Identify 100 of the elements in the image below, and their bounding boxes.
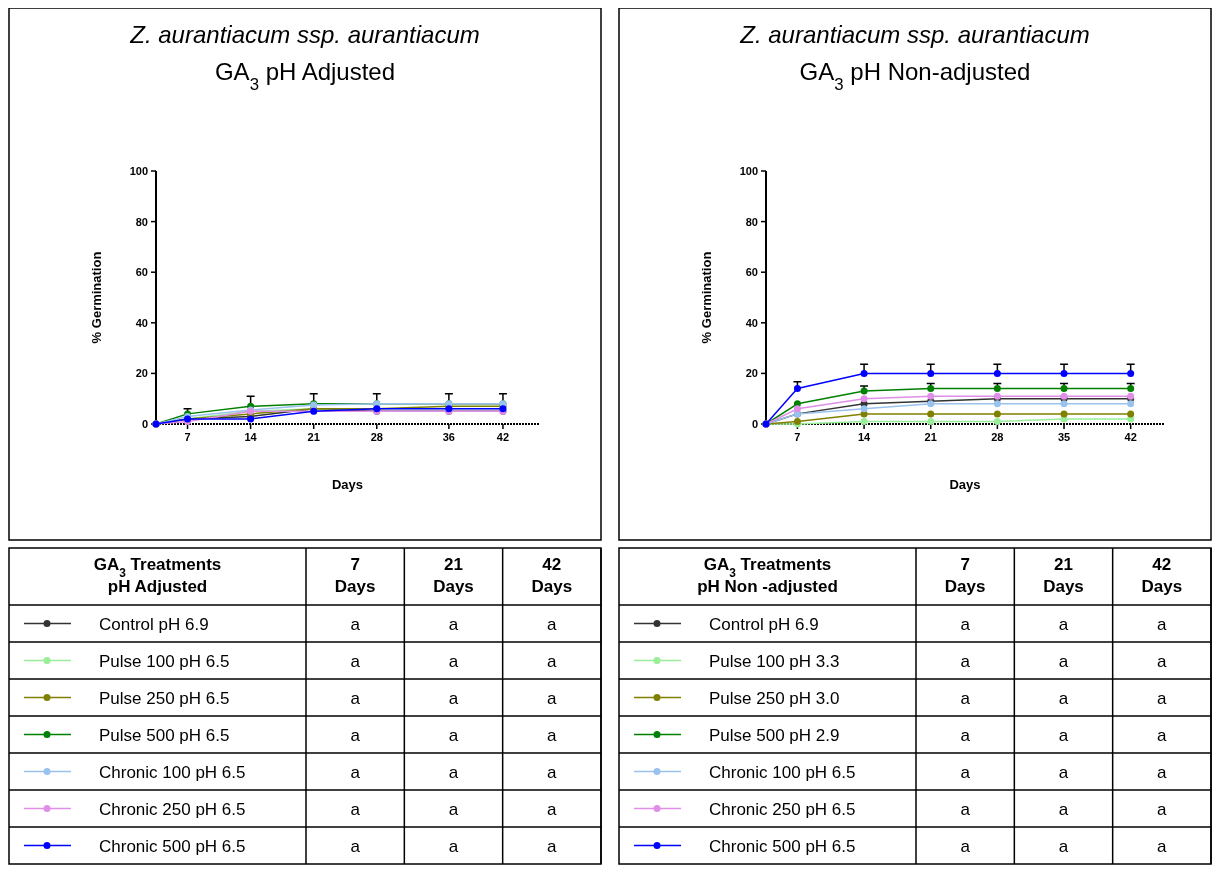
legend-label: Chronic 500 pH 6.5 xyxy=(99,836,246,856)
y-tick-label: 60 xyxy=(135,266,148,279)
x-tick-label: 35 xyxy=(1057,431,1071,443)
text: a xyxy=(350,651,361,671)
text: a xyxy=(448,799,459,819)
x-axis-title: Days xyxy=(949,477,981,492)
legend-label: Chronic 100 pH 6.5 xyxy=(709,762,856,782)
legend-title: GA$_{3}$ Treatments pH Non -adjusted xyxy=(697,555,838,596)
text: 21 Days xyxy=(1043,555,1084,596)
point xyxy=(860,405,868,413)
text: a xyxy=(1058,614,1069,634)
point xyxy=(993,410,1001,418)
y-tick-label: 0 xyxy=(751,418,758,430)
text: a xyxy=(1058,799,1069,819)
text: a xyxy=(960,614,971,634)
x-tick-label: 7 xyxy=(184,431,191,443)
x-tick-label: 14 xyxy=(244,431,258,443)
text: a xyxy=(350,836,361,856)
text: a xyxy=(547,725,558,745)
chart-title: Z. aurantiacum ssp. aurantiacum xyxy=(739,21,1090,48)
x-tick-label: 7 xyxy=(794,431,801,443)
legend-label: Pulse 250 pH 6.5 xyxy=(99,688,230,708)
legend-label: Control pH 6.9 xyxy=(99,614,209,634)
text: 21 Days xyxy=(433,555,474,596)
text: a xyxy=(350,799,361,819)
text: a xyxy=(960,762,971,782)
y-tick-label: 60 xyxy=(745,266,758,279)
text: a xyxy=(350,688,361,708)
point xyxy=(1127,400,1135,408)
y-axis-title: % Germination xyxy=(699,251,714,344)
x-tick-label: 42 xyxy=(1124,431,1137,443)
point xyxy=(1127,369,1135,377)
point xyxy=(1060,369,1068,377)
text: a xyxy=(1058,725,1069,745)
y-tick-label: 40 xyxy=(745,316,758,329)
x-tick-label: 28 xyxy=(370,431,383,443)
text: a xyxy=(960,799,971,819)
y-tick-label: 40 xyxy=(135,316,148,329)
text: a xyxy=(960,836,971,856)
point xyxy=(927,417,935,425)
legend-label: Pulse 500 pH 6.5 xyxy=(99,725,230,745)
text: a xyxy=(1058,762,1069,782)
text: a xyxy=(547,651,558,671)
point xyxy=(927,392,935,400)
point xyxy=(1060,410,1068,418)
x-tick-label: 21 xyxy=(307,431,320,443)
legend-label: Pulse 100 pH 3.3 xyxy=(709,651,840,671)
y-tick-label: 80 xyxy=(135,215,148,228)
y-axis-title: % Germination xyxy=(89,251,104,344)
chart-subtitle: GA$_{3}$ pH Non-adjusted xyxy=(799,58,1031,94)
point xyxy=(927,369,935,377)
text: a xyxy=(350,614,361,634)
point xyxy=(993,369,1001,377)
y-tick-label: 20 xyxy=(745,367,758,380)
legend-label: Pulse 500 pH 2.9 xyxy=(709,725,840,745)
text: 42 Days xyxy=(531,555,573,596)
point xyxy=(927,410,935,418)
text: a xyxy=(448,688,459,708)
chart-title: Z. aurantiacum ssp. aurantiacum xyxy=(129,21,480,48)
point xyxy=(793,405,801,413)
point xyxy=(860,369,868,377)
text: a xyxy=(448,762,459,782)
y-tick-label: 80 xyxy=(745,215,758,228)
text: a xyxy=(1058,688,1069,708)
text: a xyxy=(547,688,558,708)
text: a xyxy=(1058,651,1069,671)
legend-label: Chronic 250 pH 6.5 xyxy=(709,799,856,819)
text: a xyxy=(547,836,558,856)
y-tick-label: 100 xyxy=(129,165,148,177)
text: a xyxy=(350,725,361,745)
text: a xyxy=(1157,762,1168,782)
y-tick-label: 20 xyxy=(135,367,148,380)
text: a xyxy=(448,836,459,856)
text: a xyxy=(1157,725,1168,745)
legend-label: Chronic 500 pH 6.5 xyxy=(709,836,856,856)
legend-label: Pulse 100 pH 6.5 xyxy=(99,651,230,671)
text: a xyxy=(1058,836,1069,856)
x-axis-title: Days xyxy=(331,477,364,492)
text: a xyxy=(1157,614,1168,634)
text: a xyxy=(547,762,558,782)
y-tick-label: 100 xyxy=(739,165,758,177)
point xyxy=(793,385,801,393)
x-tick-label: 14 xyxy=(857,431,872,443)
text: a xyxy=(960,651,971,671)
text: a xyxy=(960,688,971,708)
text: 42 Days xyxy=(1141,555,1183,596)
x-tick-label: 42 xyxy=(496,431,510,443)
text: a xyxy=(1157,688,1168,708)
text: a xyxy=(960,725,971,745)
text: a xyxy=(1157,836,1168,856)
legend-label: Control pH 6.9 xyxy=(709,614,819,634)
legend-label: Chronic 100 pH 6.5 xyxy=(99,762,246,782)
text: a xyxy=(350,762,361,782)
text: 7 Days xyxy=(334,555,376,596)
legend-label: Pulse 250 pH 3.0 xyxy=(709,688,840,708)
point xyxy=(993,417,1001,425)
text: a xyxy=(448,651,459,671)
point xyxy=(993,400,1001,408)
x-tick-label: 28 xyxy=(991,431,1004,443)
text: a xyxy=(547,614,558,634)
